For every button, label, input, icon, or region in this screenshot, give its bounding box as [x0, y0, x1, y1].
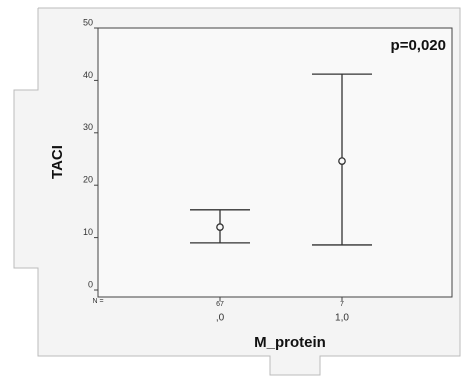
y-tick-label: 10 [83, 227, 93, 237]
y-tick-label: 30 [83, 122, 93, 132]
y-axis-label: TACI [49, 145, 66, 179]
annotation: p=0,020 [391, 37, 446, 54]
mean-marker [216, 223, 224, 231]
n-count: 7 [340, 301, 344, 308]
x-tick-label: ,0 [216, 313, 225, 324]
y-tick-label: 40 [83, 70, 93, 80]
y-tick-label: 0 [88, 279, 93, 289]
mean-marker [338, 157, 346, 165]
n-label: N = [92, 298, 103, 305]
plot-area [97, 27, 453, 298]
x-axis-label: M_protein [254, 334, 326, 351]
y-tick-label: 50 [83, 17, 93, 27]
y-tick-label: 20 [83, 175, 93, 185]
x-tick-label: 1,0 [335, 313, 349, 324]
n-count: 67 [216, 301, 224, 308]
